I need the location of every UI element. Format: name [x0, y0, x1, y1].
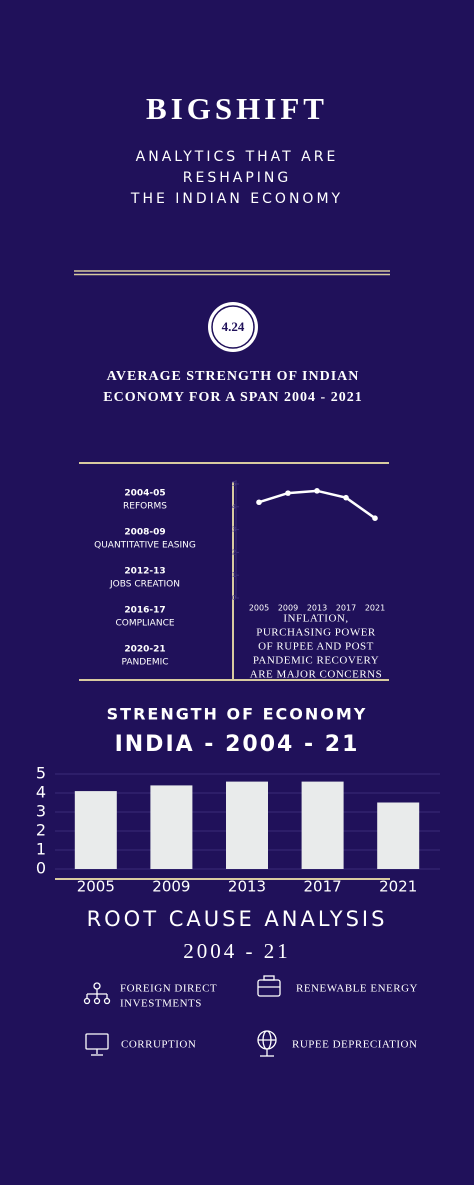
timeline-period: 2008-09 [124, 528, 165, 538]
monitor-icon [85, 1033, 109, 1056]
section-title: ROOT CAUSE ANALYSIS [87, 907, 388, 931]
timeline-period: 2004-05 [124, 489, 165, 499]
x-tick-label: 2021 [379, 878, 417, 896]
y-tick-label: 2 [36, 821, 46, 840]
stat-caption: ECONOMY FOR A SPAN 2004 - 2021 [103, 390, 362, 405]
annotation: OF RUPEE AND POST [258, 641, 374, 653]
y-tick-label: 1 [36, 840, 46, 859]
bar [226, 781, 268, 869]
subtitle: RESHAPING [183, 170, 291, 186]
x-tick-label: 2009 [278, 604, 298, 613]
annotation: ARE MAJOR CONCERNS [250, 669, 382, 681]
cause-label: RUPEE DEPRECIATION [292, 1039, 417, 1051]
point [314, 488, 320, 494]
annotation: PURCHASING POWER [256, 627, 376, 639]
point [372, 515, 378, 521]
briefcase-icon [257, 975, 281, 997]
y-tick-label: 0 [36, 859, 46, 878]
icons [83, 975, 281, 1057]
timeline-period: 2020-21 [124, 645, 165, 655]
x-tick-label: 2013 [307, 604, 327, 613]
section-subtitle: 2004 - 21 [183, 939, 291, 963]
globe-icon [257, 1030, 277, 1057]
stat-ring [211, 305, 255, 349]
x-tick-label: 2005 [249, 604, 269, 613]
y-tick-label: 1 [232, 571, 236, 579]
y-tick-label: 0 [232, 594, 236, 602]
y-tick-label: 3 [232, 526, 236, 534]
point [343, 494, 349, 501]
x-tick-label: 2005 [77, 878, 115, 896]
x-tick-label: 2021 [365, 604, 385, 613]
stat-value: 4.24 [222, 319, 245, 334]
bar [301, 781, 344, 869]
cause-label: FOREIGN DIRECT [120, 983, 217, 995]
x-tick-label: 2017 [336, 604, 356, 613]
cause-label: CORRUPTION [121, 1039, 196, 1051]
y-tick-label: 5 [36, 764, 46, 783]
y-tick-label: 4 [36, 783, 46, 802]
timeline-label: QUANTITATIVE EASING [94, 541, 196, 551]
point [285, 490, 291, 496]
cause-label: INVESTMENTS [120, 998, 202, 1010]
bar [377, 802, 420, 869]
network-icon [83, 982, 111, 1005]
title: BIGSHIFT [146, 91, 328, 126]
chart-title: STRENGTH OF ECONOMY [107, 705, 368, 724]
timeline-period: 2012-13 [124, 567, 165, 577]
timeline-label: JOBS CREATION [109, 580, 180, 590]
bar [74, 791, 117, 869]
point [256, 499, 262, 506]
annotation: PANDEMIC RECOVERY [253, 655, 379, 667]
x-tick-label: 2013 [228, 878, 266, 896]
chart-subtitle: INDIA - 2004 - 21 [115, 732, 360, 757]
y-tick-label: 2 [232, 548, 236, 556]
timeline-label: REFORMS [123, 502, 167, 512]
bar [150, 785, 193, 869]
timeline-label: COMPLIANCE [115, 619, 174, 629]
timeline-period: 2016-17 [124, 606, 165, 616]
stat-badge [208, 302, 258, 352]
timeline-label: PANDEMIC [121, 658, 168, 668]
annotation: INFLATION, [283, 613, 348, 625]
subtitle: THE INDIAN ECONOMY [130, 191, 343, 207]
y-tick-label: 3 [36, 802, 46, 821]
subtitle: ANALYTICS THAT ARE [136, 149, 339, 165]
stat-caption: AVERAGE STRENGTH OF INDIAN [107, 369, 360, 384]
cause-label: RENEWABLE ENERGY [296, 983, 418, 995]
x-tick-label: 2009 [152, 878, 190, 896]
y-tick-label: 5 [232, 480, 236, 488]
x-tick-label: 2017 [304, 878, 342, 896]
y-tick-label: 4 [232, 503, 237, 511]
